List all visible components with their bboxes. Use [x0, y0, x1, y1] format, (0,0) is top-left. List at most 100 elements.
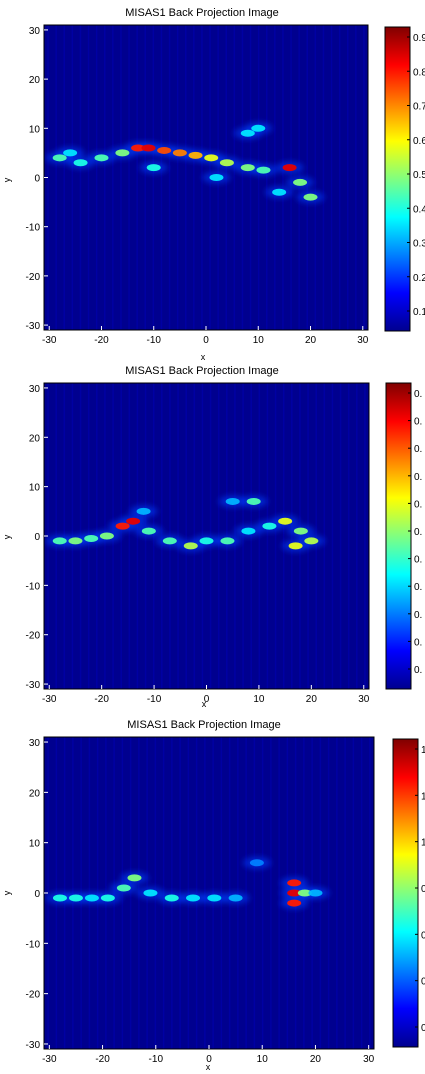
- y-tick-label: 0: [34, 532, 40, 543]
- x-tick-labels: -30 -20 -10 0 10 20 30: [42, 326, 369, 346]
- y-tick-label: -20: [26, 990, 41, 1001]
- heatmap-hotspot: [116, 884, 131, 892]
- heatmap-hotspot: [241, 527, 256, 535]
- heatmap-hotspot: [183, 542, 198, 550]
- heatmap-hotspot: [204, 154, 219, 162]
- heatmap-hotspot: [297, 889, 312, 897]
- colorbar: 1 1 1 0 0 0 0: [392, 738, 425, 1048]
- y-tick-label: -10: [26, 581, 41, 592]
- heatmap-hotspot: [207, 894, 222, 902]
- colorbar-tick-label: 0.2: [413, 273, 425, 284]
- y-axis-label: y: [2, 890, 12, 895]
- y-tick-label: -30: [26, 321, 41, 332]
- colorbar-tick-label: 0.: [414, 582, 422, 593]
- heatmap-hotspot: [52, 154, 67, 162]
- y-tick-label: 0: [34, 174, 40, 185]
- colorbar-tick-label: 0.: [414, 610, 422, 621]
- x-tick-label: 20: [306, 694, 318, 705]
- colorbar-tick-label: 0.: [414, 527, 422, 538]
- colorbar-tick-label: 0: [421, 930, 425, 941]
- x-tick-label: -30: [42, 694, 57, 705]
- chart-panel-2: MISAS1 Back Projection Image -30 -20 -10 0 1…: [2, 365, 422, 709]
- x-tick-label: 0: [203, 335, 209, 346]
- heatmap-hotspot: [304, 537, 319, 545]
- colorbar-tick-label: 0.: [414, 389, 422, 400]
- colorbar-tick-label: 0.6: [413, 136, 425, 147]
- y-tick-labels: 30 20 10 0 -10 -20 -30: [26, 384, 48, 691]
- heatmap-hotspot: [246, 497, 261, 505]
- heatmap-hotspot: [256, 166, 271, 174]
- heatmap-hotspot: [94, 154, 109, 162]
- colorbar-tick-label: 0.: [414, 555, 422, 566]
- heatmap-hotspot: [220, 537, 235, 545]
- heatmap-hotspot: [251, 124, 266, 132]
- colorbar-tick-label: 0: [421, 884, 425, 895]
- heatmap-hotspot: [63, 149, 78, 157]
- heatmap-hotspot: [131, 144, 146, 152]
- heatmap-hotspot: [84, 894, 99, 902]
- heatmap-hotspot: [84, 534, 99, 542]
- heatmap-plot-area: [43, 24, 369, 331]
- heatmap-hotspot: [126, 517, 141, 525]
- y-tick-label: 30: [29, 26, 41, 37]
- x-axis-label: x: [202, 699, 207, 709]
- heatmap-hotspot: [141, 144, 156, 152]
- colorbar: 0.9 0.8 0.7 0.6 0.5 0.4 0.3 0.2 0.1: [384, 26, 425, 332]
- heatmap-hotspot: [164, 894, 179, 902]
- y-tick-label: 20: [29, 788, 41, 799]
- heatmap-hotspot: [262, 522, 277, 530]
- heatmap-hotspot: [282, 164, 297, 172]
- colorbar-tick-label: 0.: [414, 417, 422, 428]
- colorbar-tick-label: 0.: [414, 444, 422, 455]
- x-tick-label: 30: [358, 694, 370, 705]
- heatmap-hotspot: [240, 129, 255, 137]
- y-axis-label: y: [2, 177, 12, 182]
- y-tick-label: 10: [29, 839, 41, 850]
- heatmap-hotspot: [115, 522, 130, 530]
- heatmap-hotspot: [288, 542, 303, 550]
- chart-title: MISAS1 Back Projection Image: [125, 7, 278, 19]
- x-tick-label: 20: [305, 335, 317, 346]
- heatmap-hotspot: [303, 193, 318, 201]
- heatmap-plot-area: [43, 382, 370, 690]
- heatmap-hotspot: [115, 149, 130, 157]
- heatmap-hotspot: [157, 146, 172, 154]
- heatmap-hotspot: [73, 159, 88, 167]
- x-tick-labels: -30 -20 -10 0 10 20 30: [42, 685, 370, 705]
- y-tick-label: 10: [29, 124, 41, 135]
- heatmap-hotspot: [287, 889, 302, 897]
- x-tick-label: 20: [310, 1054, 322, 1065]
- x-axis-label: x: [201, 352, 206, 362]
- heatmap-hotspot: [172, 149, 187, 157]
- y-tick-label: 20: [29, 75, 41, 86]
- colorbar-gradient: [384, 26, 411, 332]
- colorbar-tick-label: 0.3: [413, 239, 425, 250]
- x-tick-label: -10: [147, 335, 162, 346]
- colorbar-tick-label: 0.: [414, 637, 422, 648]
- x-axis-label: x: [206, 1062, 211, 1072]
- colorbar-tick-label: 1: [421, 745, 425, 756]
- colorbar-tick-label: 0.9: [413, 33, 425, 44]
- x-tick-label: -30: [42, 335, 57, 346]
- heatmap-hotspot: [209, 174, 224, 181]
- heatmap-hotspot: [240, 164, 255, 172]
- heatmap-hotspot: [143, 889, 158, 897]
- heatmap-hotspot: [188, 151, 203, 159]
- colorbar-tick-label: 0: [421, 1023, 425, 1034]
- y-tick-label: -20: [26, 272, 41, 283]
- colorbar-tick-label: 0.5: [413, 170, 425, 181]
- y-tick-label: -30: [26, 680, 41, 691]
- x-tick-label: 10: [253, 335, 265, 346]
- heatmap-plot-area: [43, 736, 375, 1050]
- heatmap-hotspot: [293, 527, 308, 535]
- colorbar-tick-label: 0.: [414, 472, 422, 483]
- colorbar: 0. 0. 0. 0. 0. 0. 0. 0. 0. 0. 0.: [385, 382, 422, 690]
- y-tick-label: 0: [34, 889, 40, 900]
- colorbar-tick-label: 0.1: [413, 307, 425, 318]
- x-tick-label: -20: [95, 1054, 110, 1065]
- x-tick-label: -10: [149, 1054, 164, 1065]
- chart-panel-3: MISAS1 Back Projection Image -30 -20 -10 0 1…: [2, 719, 425, 1072]
- heatmap-hotspot: [308, 889, 323, 897]
- heatmap-hotspot: [127, 874, 142, 882]
